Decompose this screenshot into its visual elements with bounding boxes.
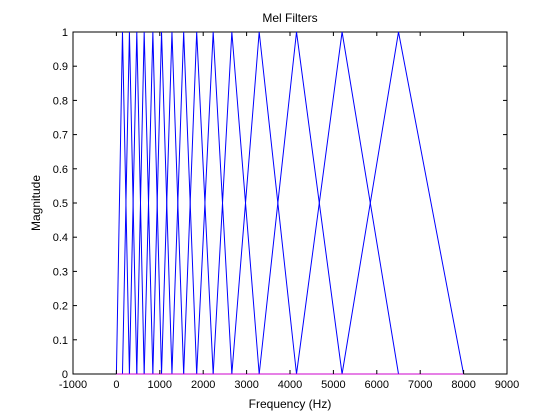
x-tick-label: 5000 — [321, 379, 345, 391]
x-tick-label: 0 — [113, 379, 119, 391]
y-tick-label: 0.1 — [53, 335, 68, 347]
x-tick-label: 7000 — [408, 379, 432, 391]
x-tick-label: 3000 — [234, 379, 258, 391]
y-tick-label: 0.5 — [53, 198, 68, 210]
x-tick-label: 6000 — [365, 379, 389, 391]
y-tick-label: 0.2 — [53, 301, 68, 313]
y-tick-label: 0.9 — [53, 61, 68, 73]
y-axis-label: Magnitude — [29, 175, 43, 231]
chart-title: Mel Filters — [262, 11, 317, 25]
y-tick-label: 0.6 — [53, 164, 68, 176]
y-tick-label: 1 — [62, 27, 68, 39]
y-tick-label: 0.7 — [53, 130, 68, 142]
y-tick-label: 0.3 — [53, 266, 68, 278]
x-tick-label: 4000 — [278, 379, 302, 391]
y-tick-label: 0 — [62, 369, 68, 381]
x-tick-label: 2000 — [191, 379, 215, 391]
x-tick-label: 8000 — [451, 379, 475, 391]
x-tick-label: 1000 — [148, 379, 172, 391]
x-axis-label: Frequency (Hz) — [249, 397, 332, 411]
y-tick-label: 0.8 — [53, 95, 68, 107]
x-tick-label: 9000 — [495, 379, 519, 391]
y-tick-label: 0.4 — [53, 232, 68, 244]
